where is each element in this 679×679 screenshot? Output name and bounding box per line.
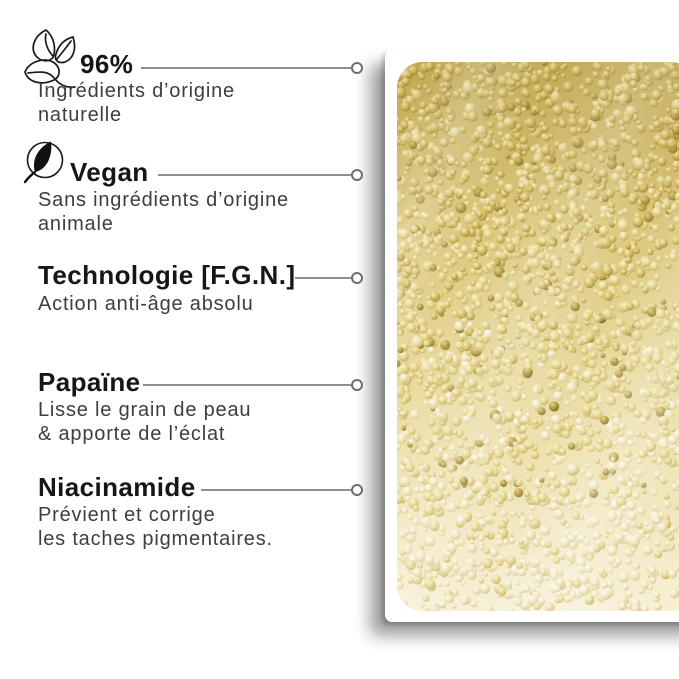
connector-dot: [351, 62, 363, 74]
feature-title: Papaïne: [38, 367, 141, 397]
golden-beads-texture: [397, 62, 679, 611]
feature-title: 96%: [80, 49, 134, 79]
feature-desc: Sans ingrédients d’origine animale: [38, 189, 289, 235]
connector-dot: [351, 169, 363, 181]
connector-line: [158, 169, 363, 181]
connector-line: [141, 62, 363, 74]
connector-dot: [351, 272, 363, 284]
feature-desc: Lisse le grain de peau & apporte de l’éc…: [38, 399, 252, 445]
natural-leaves-icon: [24, 28, 76, 89]
connector-line: [295, 272, 363, 284]
feature-title: Technologie [F.G.N.]: [38, 260, 296, 290]
feature-desc: Ingrédients d’origine naturelle: [38, 80, 235, 126]
vegan-leaf-icon: [23, 141, 64, 184]
feature-title: Vegan: [70, 157, 149, 187]
connector-line: [201, 484, 363, 496]
connector-dot: [351, 484, 363, 496]
product-texture-image: [397, 62, 679, 611]
connector-line: [143, 379, 363, 391]
feature-desc: Action anti-âge absolu: [38, 293, 254, 315]
feature-desc: Prévient et corrige les taches pigmentai…: [38, 504, 273, 550]
feature-title: Niacinamide: [38, 472, 196, 502]
connector-dot: [351, 379, 363, 391]
product-photo-card: [385, 50, 679, 622]
